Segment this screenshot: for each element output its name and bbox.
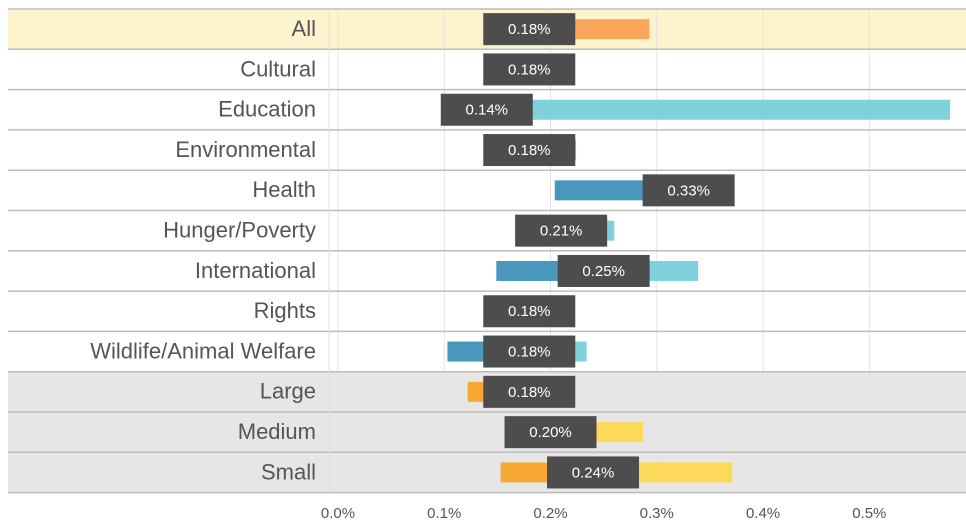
value-box (483, 295, 576, 328)
row-band (8, 250, 966, 292)
value-box (483, 134, 576, 167)
value-label: 0.18% (508, 303, 551, 320)
category-label: All (292, 16, 316, 41)
value-label: 0.18% (508, 384, 551, 401)
x-tick-label: 0.3% (640, 505, 674, 522)
category-label: Rights (254, 298, 316, 323)
value-label: 0.21% (540, 223, 583, 240)
x-tick-label: 0.1% (427, 505, 461, 522)
category-label: Cultural (240, 56, 316, 81)
value-label: 0.18% (508, 344, 551, 361)
value-label: 0.18% (508, 21, 551, 38)
row-band (8, 210, 966, 251)
category-label: Medium (238, 419, 316, 444)
category-label: International (195, 258, 316, 283)
value-label: 0.18% (508, 142, 551, 159)
value-box (557, 254, 650, 287)
x-tick-label: 0.0% (321, 505, 355, 522)
category-label: Large (260, 379, 316, 404)
value-label: 0.33% (667, 182, 710, 199)
value-label: 0.18% (508, 61, 551, 78)
value-box (642, 174, 735, 207)
value-label: 0.25% (582, 263, 625, 280)
x-tick-label: 0.2% (533, 505, 567, 522)
value-box (440, 93, 533, 126)
row-band (8, 412, 966, 453)
value-box (483, 375, 576, 408)
x-tick-label: 0.4% (746, 505, 780, 522)
category-label: Education (218, 97, 316, 122)
category-label: Hunger/Poverty (163, 217, 316, 242)
row-band (8, 452, 966, 493)
value-box (483, 13, 576, 46)
category-label: Small (261, 459, 316, 484)
value-label: 0.24% (572, 464, 615, 481)
category-label: Wildlife/Animal Welfare (90, 338, 316, 363)
category-label: Health (252, 177, 316, 202)
value-label: 0.14% (465, 102, 508, 119)
value-label: 0.20% (529, 424, 572, 441)
value-box (504, 416, 597, 449)
high-segment (486, 99, 951, 120)
value-box (483, 335, 576, 368)
row-band (8, 170, 966, 211)
category-label: Environmental (175, 137, 316, 162)
value-box (547, 456, 640, 489)
x-tick-label: 0.5% (852, 505, 886, 522)
value-box (483, 53, 576, 86)
value-box (515, 214, 608, 247)
